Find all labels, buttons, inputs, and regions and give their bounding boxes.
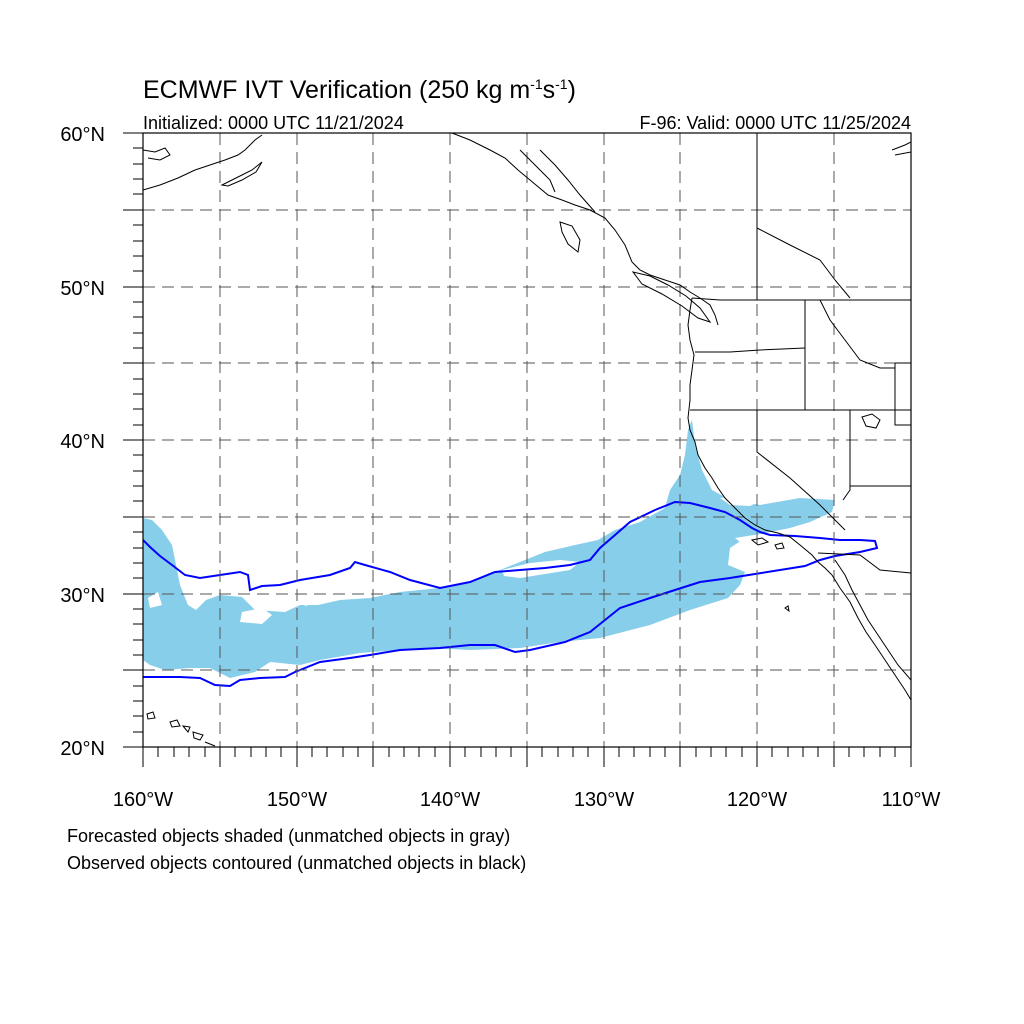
- lon-label-110w: 110°W: [882, 789, 941, 811]
- initialized-time: Initialized: 0000 UTC 11/21/2024: [143, 113, 404, 133]
- lon-label-140w: 140°W: [420, 789, 480, 811]
- footnote-forecast: Forecasted objects shaded (unmatched obj…: [67, 826, 510, 846]
- lat-label-50n: 50°N: [60, 278, 105, 300]
- left-ticks: [123, 132, 143, 748]
- lon-label-130w: 130°W: [574, 789, 634, 811]
- longitude-labels: 160°W 150°W 140°W 130°W 120°W 110°W: [113, 789, 941, 811]
- lon-label-160w: 160°W: [113, 789, 173, 811]
- lat-label-60n: 60°N: [60, 124, 105, 146]
- latitude-labels: 60°N 50°N 40°N 30°N 20°N: [60, 124, 105, 760]
- footnote-observed: Observed objects contoured (unmatched ob…: [67, 853, 526, 873]
- lon-label-150w: 150°W: [267, 789, 327, 811]
- coastlines: [143, 133, 911, 747]
- forecast-object-shading: [143, 420, 835, 678]
- lat-label-40n: 40°N: [60, 431, 105, 453]
- valid-time: F-96: Valid: 0000 UTC 11/25/2024: [640, 113, 912, 133]
- lat-label-20n: 20°N: [60, 738, 105, 760]
- bottom-ticks: [142, 747, 912, 767]
- observed-object-contour: [143, 500, 879, 688]
- map-title: ECMWF IVT Verification (250 kg m-1s-1): [143, 76, 576, 104]
- lat-label-30n: 30°N: [60, 585, 105, 607]
- lon-label-120w: 120°W: [727, 789, 787, 811]
